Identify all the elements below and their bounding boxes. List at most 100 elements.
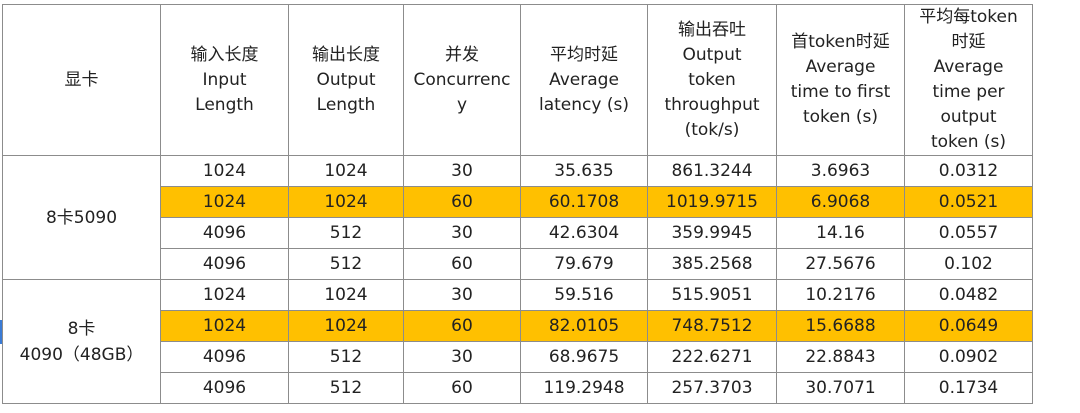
header-input-length: 输入长度 Input Length <box>160 4 289 156</box>
tpot-cell: 0.1734 <box>904 372 1033 404</box>
ttft-cell: 22.8843 <box>776 341 905 373</box>
throughput-cell: 359.9945 <box>647 217 777 249</box>
header-line: time to first <box>790 82 891 102</box>
input-length-cell: 1024 <box>160 186 289 218</box>
latency-cell: 119.2948 <box>520 372 648 404</box>
latency-cell: 35.635 <box>520 155 648 187</box>
table-row: 8卡 4090（48GB） 1024 1024 30 59.516 515.9051 10.2… <box>2 279 1033 404</box>
header-line: 平均每token <box>919 7 1018 27</box>
throughput-cell: 861.3244 <box>647 155 777 187</box>
throughput-cell: 222.6271 <box>647 341 777 373</box>
tpot-cell: 0.0312 <box>904 155 1033 187</box>
header-gpu: 显卡 <box>2 4 161 156</box>
ttft-cell: 6.9068 <box>776 186 905 218</box>
header-line: token <box>688 69 736 90</box>
table-row: 4096 512 30 42.6304 359.9945 14.16 0.0557 <box>3 217 1033 249</box>
concurrency-cell: 60 <box>403 310 521 342</box>
throughput-cell: 1019.9715 <box>647 186 777 218</box>
header-line: Average <box>549 69 619 90</box>
header-line: 输入长度 <box>190 44 259 65</box>
tpot-cell: 0.0902 <box>904 341 1033 373</box>
header-output-throughput: 输出吞吐 Output token throughput (tok/s) <box>647 4 777 156</box>
latency-cell: 79.679 <box>520 248 648 280</box>
table-row: 4096 512 60 79.679 385.2568 27.5676 0.102 <box>3 248 1033 280</box>
output-length-cell: 1024 <box>288 186 404 218</box>
gpu-label: 4090（48GB） <box>19 344 144 365</box>
output-length-cell: 512 <box>288 372 404 404</box>
ttft-cell: 30.7071 <box>776 372 905 404</box>
header-line: time per <box>932 82 1005 102</box>
header-line: latency (s) <box>539 94 629 115</box>
header-line: 输出长度 <box>312 44 380 65</box>
output-length-cell: 1024 <box>288 310 404 342</box>
header-line: Output <box>682 44 742 65</box>
header-row: 显卡 输入长度 Input Length 输出长度 Output Length 并发 Co… <box>2 4 1033 156</box>
output-length-cell: 512 <box>288 341 404 373</box>
header-line: 首token时延 <box>791 32 890 52</box>
header-line: y <box>456 94 468 115</box>
output-length-cell: 512 <box>288 248 404 280</box>
concurrency-cell: 60 <box>403 186 521 218</box>
tpot-cell: 0.0557 <box>904 217 1033 249</box>
tpot-cell: 0.0649 <box>904 310 1033 342</box>
output-length-cell: 512 <box>288 217 404 249</box>
input-length-cell: 1024 <box>160 279 289 311</box>
concurrency-cell: 30 <box>403 279 521 311</box>
tpot-cell: 0.0521 <box>904 186 1033 218</box>
table-row: 8卡5090 1024 1024 30 35.635 861.3244 3.6963 0.03… <box>2 155 1033 280</box>
throughput-cell: 515.9051 <box>647 279 777 311</box>
latency-cell: 60.1708 <box>520 186 648 218</box>
gpu-label: 8卡5090 <box>45 207 118 228</box>
gpu-label: 8卡 <box>67 318 96 339</box>
output-length-cell: 1024 <box>288 279 404 311</box>
header-line: Concurrenc <box>413 69 511 90</box>
latency-cell: 82.0105 <box>520 310 648 342</box>
ttft-cell: 14.16 <box>776 217 905 249</box>
header-line: token (s) <box>930 132 1007 152</box>
input-length-cell: 1024 <box>160 155 289 187</box>
ttft-cell: 10.2176 <box>776 279 905 311</box>
header-line: output <box>940 107 997 127</box>
benchmark-table: 显卡 输入长度 Input Length 输出长度 Output Length 并发 Co… <box>2 4 1033 404</box>
throughput-cell: 385.2568 <box>647 248 777 280</box>
input-length-cell: 1024 <box>160 310 289 342</box>
ttft-cell: 27.5676 <box>776 248 905 280</box>
header-ttft: 首token时延 Average time to first token (s) <box>776 4 905 156</box>
header-average-latency: 平均时延 Average latency (s) <box>520 4 648 156</box>
ttft-cell: 3.6963 <box>776 155 905 187</box>
tpot-cell: 0.0482 <box>904 279 1033 311</box>
throughput-cell: 748.7512 <box>647 310 777 342</box>
header-line: Input <box>202 69 247 90</box>
table-row: 4096 512 60 119.2948 257.3703 30.7071 0.1734 <box>3 372 1033 404</box>
header-line: 输出吞吐 <box>678 19 746 40</box>
header-line: Average <box>933 57 1004 77</box>
table-row: 4096 512 30 68.9675 222.6271 22.8843 0.0902 <box>3 341 1033 373</box>
tpot-cell: 0.102 <box>904 248 1033 280</box>
throughput-cell: 257.3703 <box>647 372 777 404</box>
header-line: 时延 <box>951 32 986 52</box>
table-body: 8卡5090 1024 1024 30 35.635 861.3244 3.6963 0.03… <box>2 155 1033 404</box>
header-line: 平均时延 <box>550 44 618 65</box>
concurrency-cell: 60 <box>403 248 521 280</box>
latency-cell: 68.9675 <box>520 341 648 373</box>
header-line: 并发 <box>445 44 479 65</box>
header-line: 显卡 <box>64 69 99 90</box>
latency-cell: 42.6304 <box>520 217 648 249</box>
table-row: 1024 1024 60 60.1708 1019.9715 6.9068 0.0521 <box>3 186 1033 218</box>
header-output-length: 输出长度 Output Length <box>288 4 404 156</box>
header-line: Output <box>316 69 376 90</box>
header-line: Average <box>805 57 876 77</box>
gpu-cell: 8卡5090 <box>2 155 161 280</box>
left-edge-marker <box>0 320 2 344</box>
output-length-cell: 1024 <box>288 155 404 187</box>
input-length-cell: 4096 <box>160 341 289 373</box>
header-line: throughput <box>664 94 760 115</box>
table-row: 1024 1024 60 82.0105 748.7512 15.6688 0.0649 <box>3 310 1033 342</box>
concurrency-cell: 30 <box>403 217 521 249</box>
header-tpot: 平均每token 时延 Average time per output token (s) <box>904 4 1033 156</box>
header-concurrency: 并发 Concurrenc y <box>403 4 521 156</box>
latency-cell: 59.516 <box>520 279 648 311</box>
concurrency-cell: 30 <box>403 155 521 187</box>
header-line: Length <box>195 94 254 115</box>
gpu-cell: 8卡 4090（48GB） <box>2 279 161 404</box>
